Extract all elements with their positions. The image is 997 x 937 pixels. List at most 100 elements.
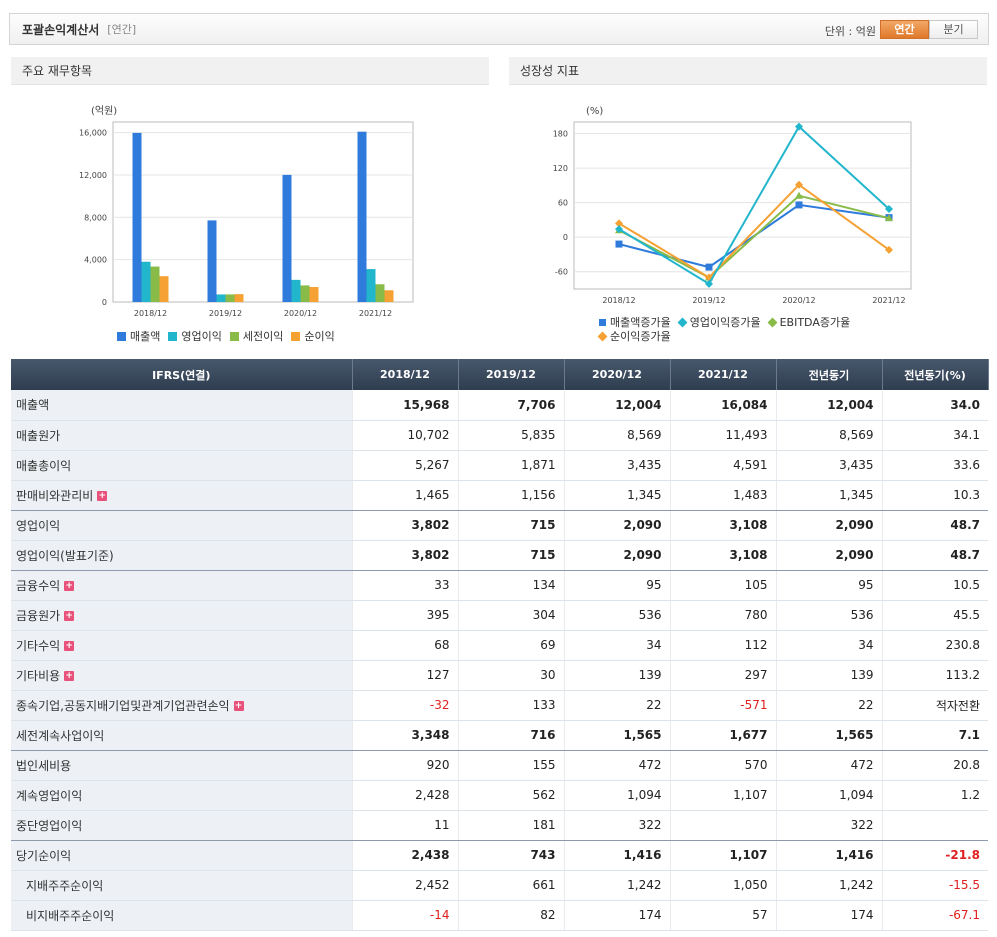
legend-label: 순이익증가율 (610, 330, 671, 343)
row-label-cell: 법인세비용 (11, 750, 352, 781)
x-tick-label: 2019/12 (209, 309, 242, 318)
value-cell: 10,702 (351, 420, 458, 451)
value-cell: 2,090 (775, 510, 882, 541)
annual-toggle-button[interactable]: 연간 (880, 20, 929, 39)
value-cell: 472 (775, 750, 882, 781)
value-cell: -14 (351, 900, 458, 931)
value-cell: 1,416 (563, 840, 670, 871)
value-cell: 57 (669, 900, 776, 931)
period-tag: [연간] (107, 23, 137, 36)
bar-2 (216, 294, 226, 302)
data-point (795, 191, 803, 199)
row-label-cell: 금융원가 + (11, 600, 352, 631)
legend-marker (599, 318, 606, 326)
plot-area (573, 121, 912, 290)
bar-3 (225, 294, 235, 302)
legend-item: 순이익증가율 (597, 329, 671, 343)
expand-plus-icon[interactable]: + (64, 671, 75, 681)
value-cell: 472 (563, 750, 670, 781)
row-label-cell: 당기순이익 (11, 840, 352, 871)
row-label-cell: 중단영업이익 (11, 810, 352, 841)
table-row: 매출액 15,968 7,706 12,004 16,084 12,004 34.0 (11, 390, 988, 421)
value-cell: 69 (457, 630, 564, 661)
expand-plus-icon[interactable]: + (64, 581, 75, 591)
expand-plus-icon[interactable]: + (233, 701, 244, 711)
row-label: 기타수익 (16, 638, 61, 653)
table-row: 판매비와관리비 +1,465 1,156 1,345 1,483 1,345 10.3 (11, 480, 988, 511)
value-cell: 112 (669, 630, 776, 661)
value-cell: 33.6 (881, 450, 988, 481)
bar-3 (150, 266, 160, 302)
value-cell: -21.8 (881, 840, 988, 871)
value-cell: 536 (563, 600, 670, 631)
table-row: 매출총이익 5,267 1,871 3,435 4,591 3,435 33.6 (11, 450, 988, 481)
table-row: 당기순이익 2,438 743 1,416 1,107 1,416 -21.8 (11, 840, 988, 871)
y-tick-label: 0 (102, 298, 107, 307)
value-cell: 1,107 (669, 780, 776, 811)
x-tick-label: 2021/12 (359, 309, 392, 318)
row-label: 기타비용 (16, 668, 61, 683)
series-line-4 (618, 183, 890, 279)
value-cell: 133 (457, 690, 564, 721)
value-cell: 적자전환 (881, 690, 988, 721)
value-cell: 8,569 (563, 420, 670, 451)
y-tick-label: 0 (563, 233, 568, 242)
financial-items-panel: 주요 재무항목 0 4,000 8,000 12,000 16,000 (억원) 2018/… (11, 57, 489, 353)
value-cell: 1,242 (563, 870, 670, 901)
value-cell: 2,452 (351, 870, 458, 901)
value-cell: 139 (563, 660, 670, 691)
expand-plus-icon[interactable]: + (97, 491, 108, 501)
data-point (885, 245, 893, 254)
bar-2 (291, 279, 301, 302)
legend-swatch (168, 331, 178, 341)
column-header: 전년동기 (776, 359, 883, 390)
bar-2 (366, 269, 376, 302)
table-row: 기타비용 +127 30 139 297 139 113.2 (11, 660, 988, 691)
bar-4 (384, 290, 394, 302)
expand-plus-icon[interactable]: + (64, 641, 75, 651)
value-cell: 11 (351, 810, 458, 841)
row-label-cell: 매출액 (11, 390, 352, 421)
legend-marker (767, 317, 778, 327)
table-header-row: IFRS(연결) 2018/12 2019/12 2020/12 2021/12… (11, 359, 989, 390)
quarterly-toggle-button[interactable]: 분기 (929, 20, 978, 39)
value-cell: 304 (457, 600, 564, 631)
value-cell: 139 (775, 660, 882, 691)
table-row: 세전계속사업이익 3,348 716 1,565 1,677 1,565 7.1 (11, 720, 988, 751)
value-cell: 16,084 (669, 390, 776, 421)
value-cell: 82 (457, 900, 564, 931)
table-row: 비지배주주순이익 -14 82 174 57 174 -67.1 (11, 900, 988, 931)
value-cell: 181 (457, 810, 564, 841)
value-cell: 1,094 (775, 780, 882, 811)
expand-plus-icon[interactable]: + (64, 611, 75, 621)
legend-item: 영업이익증가율 (677, 315, 761, 329)
data-point (795, 122, 803, 131)
unit-label: 단위 : 억원 (824, 25, 876, 38)
legend-label: 매출액증가율 (610, 316, 671, 329)
value-cell (669, 810, 776, 841)
value-cell: -32 (351, 690, 458, 721)
data-point (795, 180, 803, 189)
row-label: 계속영업이익 (16, 788, 83, 803)
data-point (615, 240, 623, 248)
data-point (705, 279, 713, 288)
row-label: 법인세비용 (16, 758, 72, 773)
table-row: 중단영업이익 11 181 322 322 (11, 810, 988, 841)
table-row: 종속기업,공동지배기업및관계기업관련손익 + -32 133 22 -571 22 적자전환 (11, 690, 988, 721)
series-line-2 (618, 125, 890, 286)
x-tick-label: 2018/12 (134, 309, 167, 318)
bar-1 (132, 132, 142, 302)
row-label: 판매비와관리비 (16, 488, 94, 503)
row-label-cell: 계속영업이익 (11, 780, 352, 811)
value-cell: 33 (351, 570, 458, 601)
value-cell: 95 (775, 570, 882, 601)
value-cell: 297 (669, 660, 776, 691)
row-label: 영업이익 (16, 518, 61, 533)
legend-label: 매출액 (130, 330, 161, 343)
value-cell: 155 (457, 750, 564, 781)
legend-swatch (229, 331, 239, 341)
value-cell: 10.5 (881, 570, 988, 601)
bar-1 (207, 220, 217, 302)
value-cell: 34.1 (881, 420, 988, 451)
row-label-cell: 매출원가 (11, 420, 352, 451)
